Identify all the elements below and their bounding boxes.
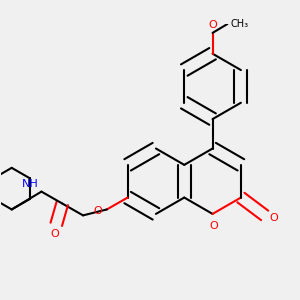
Text: O: O [208,20,217,30]
Text: CH₃: CH₃ [230,19,248,29]
Text: O: O [210,221,218,231]
Text: O: O [94,206,102,216]
Text: NH: NH [22,178,38,189]
Text: O: O [269,213,278,224]
Text: O: O [50,229,59,239]
